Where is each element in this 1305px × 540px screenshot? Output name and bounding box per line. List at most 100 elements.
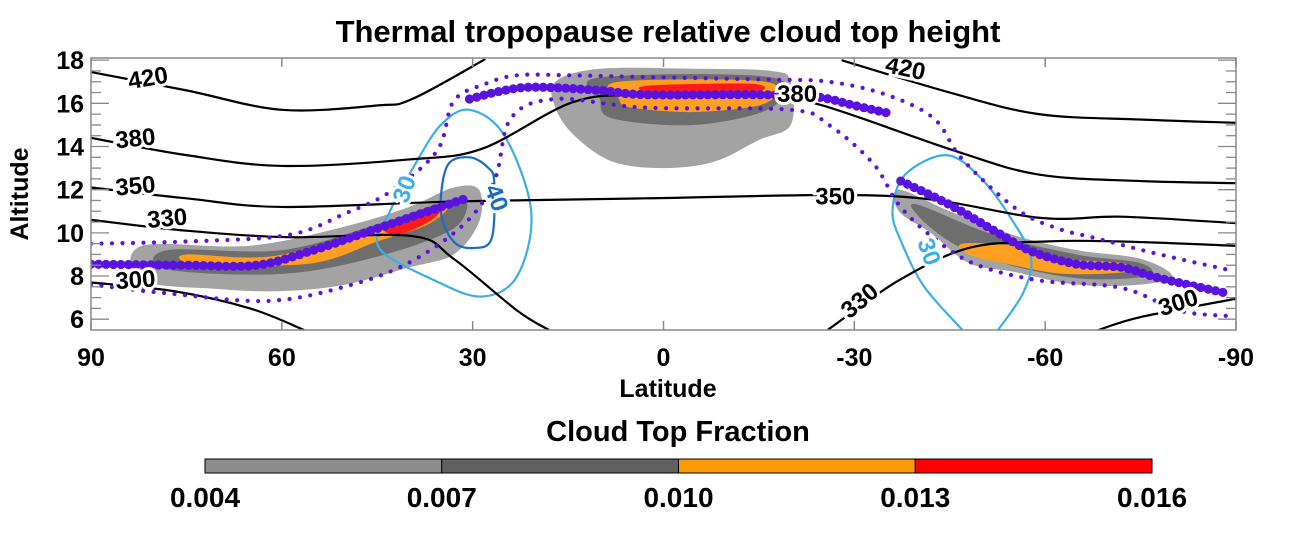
tropopause-minus-sigma-dot: [789, 107, 795, 113]
tropopause-minus-sigma-dot: [235, 298, 240, 303]
tropopause-plus-sigma-dot: [546, 72, 551, 77]
x-tick-label: 90: [77, 344, 105, 372]
tropopause-plus-sigma-dot: [947, 138, 952, 143]
tropopause-lower-nh-dot: [116, 259, 126, 270]
theta-contour-330: [91, 218, 550, 330]
tropopause-plus-sigma-dot: [829, 80, 834, 85]
colorbar-tick-label: 0.013: [880, 482, 950, 513]
tropopause-lower-nh-dot: [221, 261, 231, 271]
tropopause-minus-sigma-dot: [909, 217, 915, 222]
tropopause-plus-sigma-dot: [525, 72, 530, 77]
tropopause-plus-sigma-dot: [1100, 237, 1105, 243]
tropopause-plus-sigma-dot: [890, 94, 895, 100]
rh-contour-label: 30: [388, 172, 423, 206]
tropopause-minus-sigma-dot: [860, 150, 865, 155]
tropopause-minus-sigma-dot: [1223, 313, 1228, 318]
tropopause-plus-sigma-dot: [474, 84, 479, 90]
tropopause-minus-sigma-dot: [747, 106, 753, 111]
tropopause-lower-sh-dot: [1049, 254, 1059, 264]
tropopause-plus-sigma-dot: [535, 72, 540, 77]
tropopause-minus-sigma-dot: [632, 104, 637, 110]
tropopause-lower-nh-dot: [373, 223, 383, 233]
tropopause-plus-sigma-dot: [860, 85, 865, 90]
tropopause-minus-sigma-dot: [941, 244, 947, 249]
tropopause-lower-nh-dot: [101, 259, 111, 269]
tropopause-minus-sigma-dot: [779, 107, 784, 112]
tropopause-plus-sigma-dot: [839, 81, 845, 86]
tropopause-lower-nh-dot: [183, 260, 194, 270]
tropopause-lower-sh-dot: [1174, 278, 1184, 288]
tropopause-upper-dot: [718, 90, 728, 100]
tropopause-minus-sigma-dot: [358, 279, 364, 285]
tropopause-plus-sigma-dot: [504, 74, 509, 80]
tropopause-lower-nh-dot: [394, 216, 404, 226]
tropopause-plus-sigma-dot: [1141, 248, 1146, 253]
tropopause-lower-sh-dot: [1093, 261, 1104, 271]
tropopause-upper-dot: [479, 90, 489, 100]
tropopause-lower-sh-dot: [1028, 247, 1038, 257]
tropopause-lower-sh-dot: [1218, 287, 1228, 297]
tropopause-plus-sigma-dot: [1212, 264, 1218, 269]
tropopause-plus-sigma-dot: [318, 223, 323, 228]
tropopause-plus-sigma-dot: [787, 77, 792, 82]
tropopause-minus-sigma-dot: [1050, 279, 1055, 285]
tropopause-lower-nh-dot: [191, 260, 201, 270]
tropopause-upper-dot: [620, 88, 631, 99]
y-tick-label: 6: [70, 306, 84, 334]
tropopause-minus-sigma-dot: [511, 113, 516, 118]
tropopause-upper-dot: [823, 94, 833, 104]
tropopause-upper-dot: [598, 86, 608, 96]
x-tick-label: 0: [657, 344, 671, 372]
theta-contour-350: [91, 186, 1236, 225]
tropopause-upper-dot: [733, 90, 743, 100]
x-axis-label: Latitude: [619, 375, 716, 403]
tropopause-minus-sigma-dot: [328, 288, 333, 293]
tropopause-plus-sigma-dot: [449, 102, 454, 107]
tropopause-minus-sigma-dot: [819, 117, 824, 122]
tropopause-lower-sh-dot: [1181, 279, 1191, 289]
tropopause-minus-sigma-dot: [580, 98, 585, 103]
tropopause-plus-sigma-dot: [1069, 230, 1075, 235]
tropopause-minus-sigma-dot: [193, 294, 198, 299]
tropopause-upper-dot: [874, 106, 884, 116]
tropopause-lower-sh-dot: [1123, 264, 1133, 274]
tropopause-plus-sigma-dot: [880, 91, 885, 96]
tropopause-minus-sigma-dot: [1192, 311, 1197, 316]
tropopause-minus-sigma-dot: [1162, 302, 1167, 308]
tropopause-plus-sigma-dot: [661, 75, 666, 80]
tropopause-minus-sigma-dot: [388, 269, 393, 274]
tropopause-minus-sigma-dot: [494, 173, 499, 178]
theta-contour-label: 380: [114, 123, 157, 154]
tropopause-minus-sigma-dot: [549, 97, 554, 102]
tropopause-plus-sigma-dot: [952, 147, 957, 152]
tropopause-plus-sigma-dot: [277, 234, 282, 239]
tropopause-lower-nh-dot: [153, 260, 164, 270]
x-tick-label: -90: [1218, 344, 1254, 372]
tropopause-minus-sigma-dot: [684, 106, 690, 111]
colorbar-segment: [204, 458, 443, 474]
tropopause-minus-sigma-dot: [674, 106, 679, 111]
tropopause-plus-sigma-dot: [246, 236, 251, 242]
tropopause-plus-sigma-dot: [425, 159, 430, 164]
tropopause-plus-sigma-dot: [1131, 245, 1136, 250]
tropopause-plus-sigma-dot: [619, 74, 624, 79]
tropopause-minus-sigma-dot: [203, 295, 208, 300]
tropopause-plus-sigma-dot: [464, 88, 469, 93]
tropopause-plus-sigma-dot: [909, 102, 915, 108]
tropopause-minus-sigma-dot: [1060, 280, 1065, 285]
tropopause-minus-sigma-dot: [528, 101, 533, 106]
y-tick-label: 18: [56, 47, 84, 75]
tropopause-plus-sigma-dot: [808, 78, 813, 83]
tropopause-lower-nh-dot: [358, 228, 369, 238]
tropopause-minus-sigma-dot: [416, 255, 421, 260]
x-tick-label: -30: [836, 344, 872, 372]
tropopause-minus-sigma-dot: [933, 237, 938, 242]
tropopause-minus-sigma-dot: [245, 298, 250, 303]
tropopause-lower-nh-dot: [206, 261, 216, 271]
tropopause-lower-nh-dot: [287, 252, 298, 262]
theta-contour-label: 350: [815, 184, 855, 211]
tropopause-lower-nh-dot: [366, 226, 376, 236]
tropopause-minus-sigma-dot: [407, 260, 412, 265]
